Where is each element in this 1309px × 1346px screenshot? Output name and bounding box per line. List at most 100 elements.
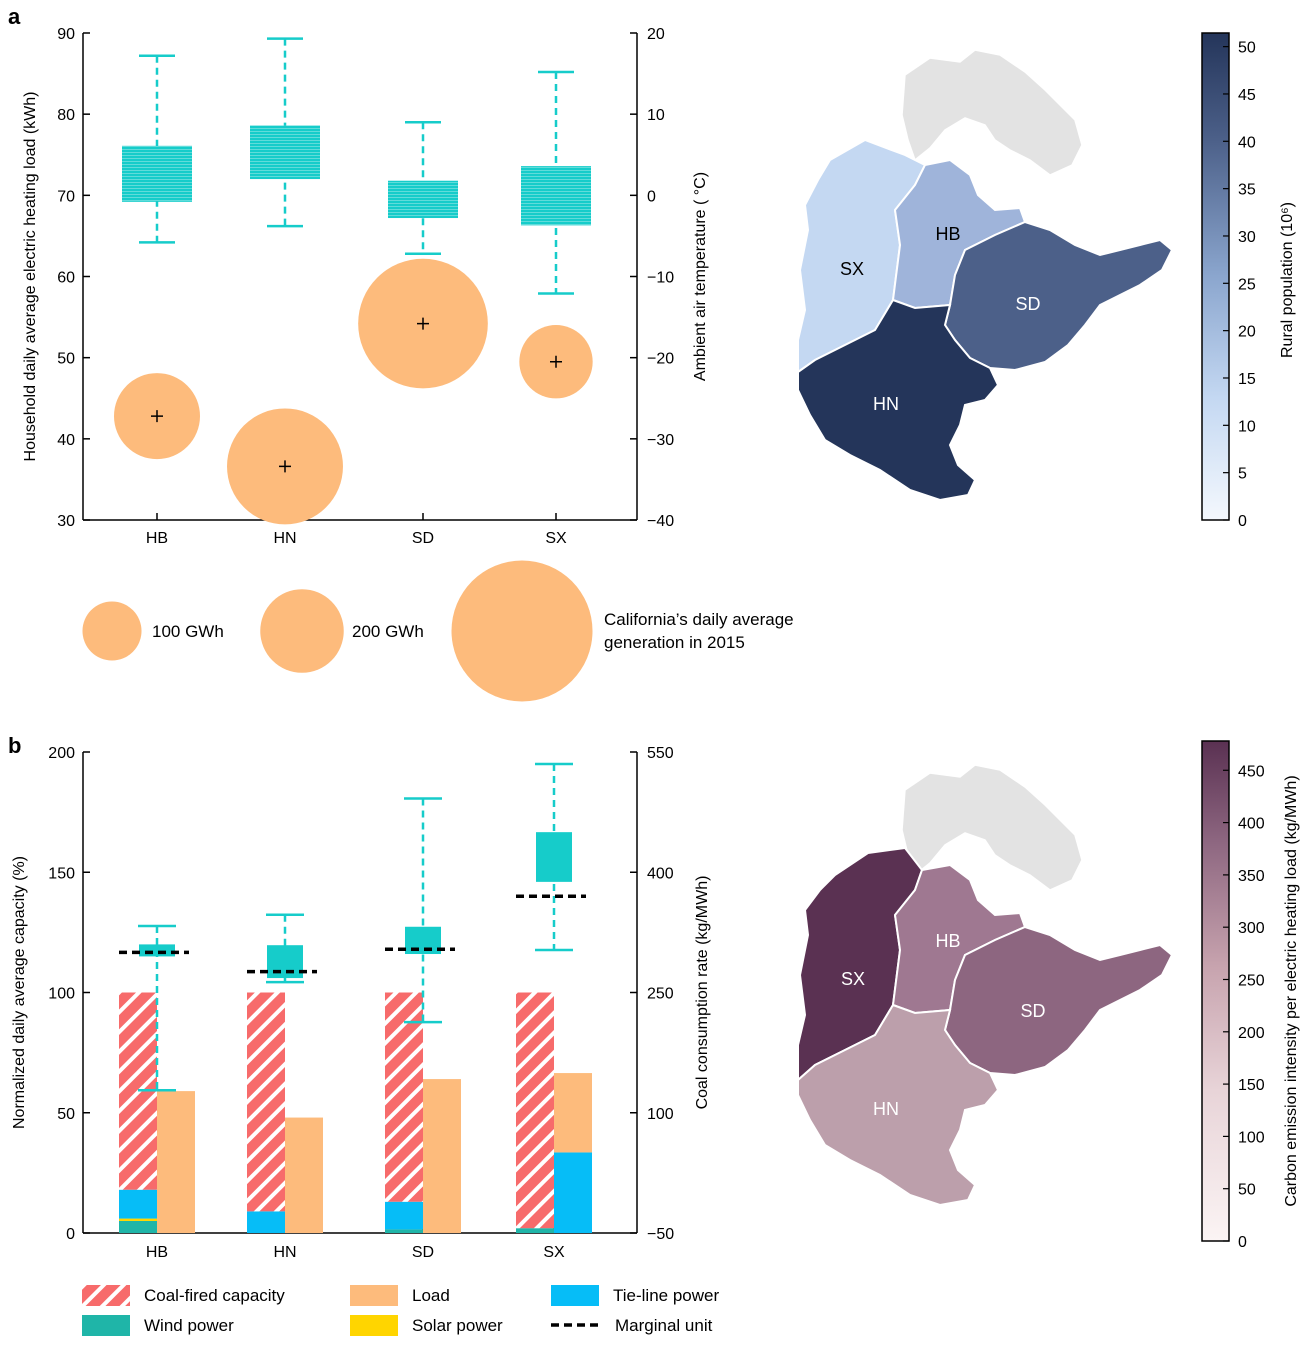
- x-tick-label: HN: [273, 1244, 296, 1261]
- colorbar-tick-label: 50: [1238, 40, 1256, 57]
- legend-bubble: [451, 560, 593, 702]
- map-a-label-sx: SX: [840, 259, 864, 279]
- legend-label-marginal: Marginal unit: [615, 1316, 713, 1335]
- legend-label-wind: Wind power: [144, 1316, 234, 1335]
- x-tick-label: SD: [412, 530, 434, 547]
- colorbar-b: 0 50 100 150 200 250 300 350 400 450 Carbon emissi…: [1201, 740, 1300, 1251]
- y-tick-label: 200: [48, 745, 75, 762]
- colorbar-tick-label: 25: [1238, 276, 1256, 293]
- bar-load-HN: [285, 1117, 323, 1233]
- map-b-label-hb: HB: [935, 931, 960, 951]
- y2-tick-label: −30: [647, 432, 674, 449]
- colorbar-tick-label: 200: [1238, 1025, 1265, 1042]
- y2-tick-label: 10: [647, 107, 665, 124]
- bar-coal-fired-HN: [247, 992, 285, 1212]
- colorbar-tick-label: 45: [1238, 87, 1256, 104]
- legend-bubble: [260, 589, 344, 673]
- y-tick-label: 90: [57, 26, 75, 43]
- coal-rate-box-HB: [139, 944, 175, 957]
- map-region-beijing-tianjin: [901, 49, 1083, 176]
- legend-label-coal: Coal-fired capacity: [144, 1286, 285, 1305]
- legend-bubble-label: California’s daily average: [604, 610, 794, 629]
- map-a: SX HB SD HN: [797, 49, 1174, 502]
- legend-swatch-coal: [82, 1285, 130, 1306]
- map-a-label-hb: HB: [935, 224, 960, 244]
- colorbar-tick-label: 35: [1238, 182, 1256, 199]
- y2-tick-label: 550: [647, 745, 674, 762]
- colorbar-tick-label: 100: [1238, 1129, 1265, 1146]
- y-axis-label: Normalized daily average capacity (%): [11, 856, 28, 1129]
- bar-coal-fired-SD: [385, 992, 423, 1202]
- chart-b: 0 50 100 150 200 −50 100 250 400 550 HB HN SD SX Norma…: [11, 745, 711, 1261]
- bar-tie-line-HN: [247, 1211, 285, 1233]
- y-tick-label: 60: [57, 270, 75, 287]
- bar-load-SD: [423, 1079, 461, 1233]
- x-tick-label: SX: [543, 1244, 565, 1261]
- map-a-label-hn: HN: [873, 394, 899, 414]
- bubble-marker: [417, 317, 429, 330]
- legend-bubble: [82, 601, 142, 661]
- colorbar-tick-label: 40: [1238, 134, 1256, 151]
- legend-swatch-solar: [350, 1315, 398, 1336]
- y2-tick-label: −40: [647, 513, 674, 530]
- y2-tick-label: 0: [647, 188, 656, 205]
- legend-swatch-wind: [82, 1315, 130, 1336]
- bar-coal-fired-SX: [516, 992, 554, 1229]
- colorbar-tick-label: 400: [1238, 816, 1265, 833]
- colorbar-tick-label: 20: [1238, 324, 1256, 341]
- bar-load-tie-line-SX: [554, 1152, 592, 1233]
- colorbar-tick-label: 300: [1238, 920, 1265, 937]
- map-b-label-hn: HN: [873, 1099, 899, 1119]
- colorbar-tick-label: 5: [1238, 466, 1247, 483]
- box-SX: [521, 166, 591, 226]
- map-region-hn: [797, 298, 1000, 502]
- legend-swatch-tie: [551, 1285, 599, 1306]
- colorbar-a: 0 5 10 15 20 25 30 35 40 45 50 Rural population (10…: [1201, 32, 1296, 530]
- legend-bubble-label: 100 GWh: [152, 622, 224, 641]
- colorbar-tick-label: 10: [1238, 418, 1256, 435]
- bubble-marker: [279, 460, 291, 473]
- bar-solar-HB: [119, 1218, 157, 1221]
- legend-label-solar: Solar power: [412, 1316, 503, 1335]
- colorbar-tick-label: 450: [1238, 763, 1265, 780]
- map-b-label-sx: SX: [841, 969, 865, 989]
- y-tick-label: 0: [66, 1226, 75, 1243]
- chart-a: 30 40 50 60 70 80 90 −40 −30 −20 −10 0 10 20 HB HN SD SX H…: [22, 26, 709, 547]
- colorbar-tick-label: 0: [1238, 1234, 1247, 1251]
- legend-b: Coal-fired capacity Load Tie-line power Win…: [82, 1285, 719, 1336]
- legend-label-tie: Tie-line power: [613, 1286, 719, 1305]
- legend-bubble-label: 200 GWh: [352, 622, 424, 641]
- y-tick-label: 30: [57, 513, 75, 530]
- bar-wind-SX: [516, 1228, 554, 1233]
- box-SD: [388, 180, 458, 219]
- y2-tick-label: −20: [647, 351, 674, 368]
- y2-axis-label: Coal consumption rate (kg/MWh): [694, 876, 711, 1110]
- y-tick-label: 150: [48, 865, 75, 882]
- y-tick-label: 50: [57, 351, 75, 368]
- bubble-marker: [550, 355, 562, 368]
- map-b-colorbar-label: Carbon emission intensity per electric h…: [1283, 775, 1300, 1206]
- y2-tick-label: 100: [647, 1106, 674, 1123]
- legend-label-load: Load: [412, 1286, 450, 1305]
- y-tick-label: 100: [48, 986, 75, 1003]
- y2-tick-label: −50: [647, 1226, 674, 1243]
- y-tick-label: 40: [57, 432, 75, 449]
- bar-wind-SD: [385, 1229, 423, 1233]
- map-a-colorbar-label: Rural population (10⁶): [1279, 202, 1296, 358]
- colorbar-b-gradient: [1201, 740, 1230, 1242]
- y-tick-label: 80: [57, 107, 75, 124]
- y2-tick-label: 250: [647, 986, 674, 1003]
- bar-wind-HB: [119, 1220, 157, 1233]
- coal-rate-box-HN: [267, 945, 303, 979]
- map-b-label-sd: SD: [1020, 1001, 1045, 1021]
- map-region-beijing-tianjin: [901, 764, 1083, 891]
- coal-rate-box-SD: [405, 926, 441, 955]
- bubble-marker: [151, 410, 163, 423]
- colorbar-tick-label: 150: [1238, 1077, 1265, 1094]
- colorbar-tick-label: 350: [1238, 868, 1265, 885]
- colorbar-tick-label: 50: [1238, 1182, 1256, 1199]
- x-tick-label: HB: [146, 1244, 168, 1261]
- x-tick-label: SD: [412, 1244, 434, 1261]
- colorbar-tick-label: 30: [1238, 229, 1256, 246]
